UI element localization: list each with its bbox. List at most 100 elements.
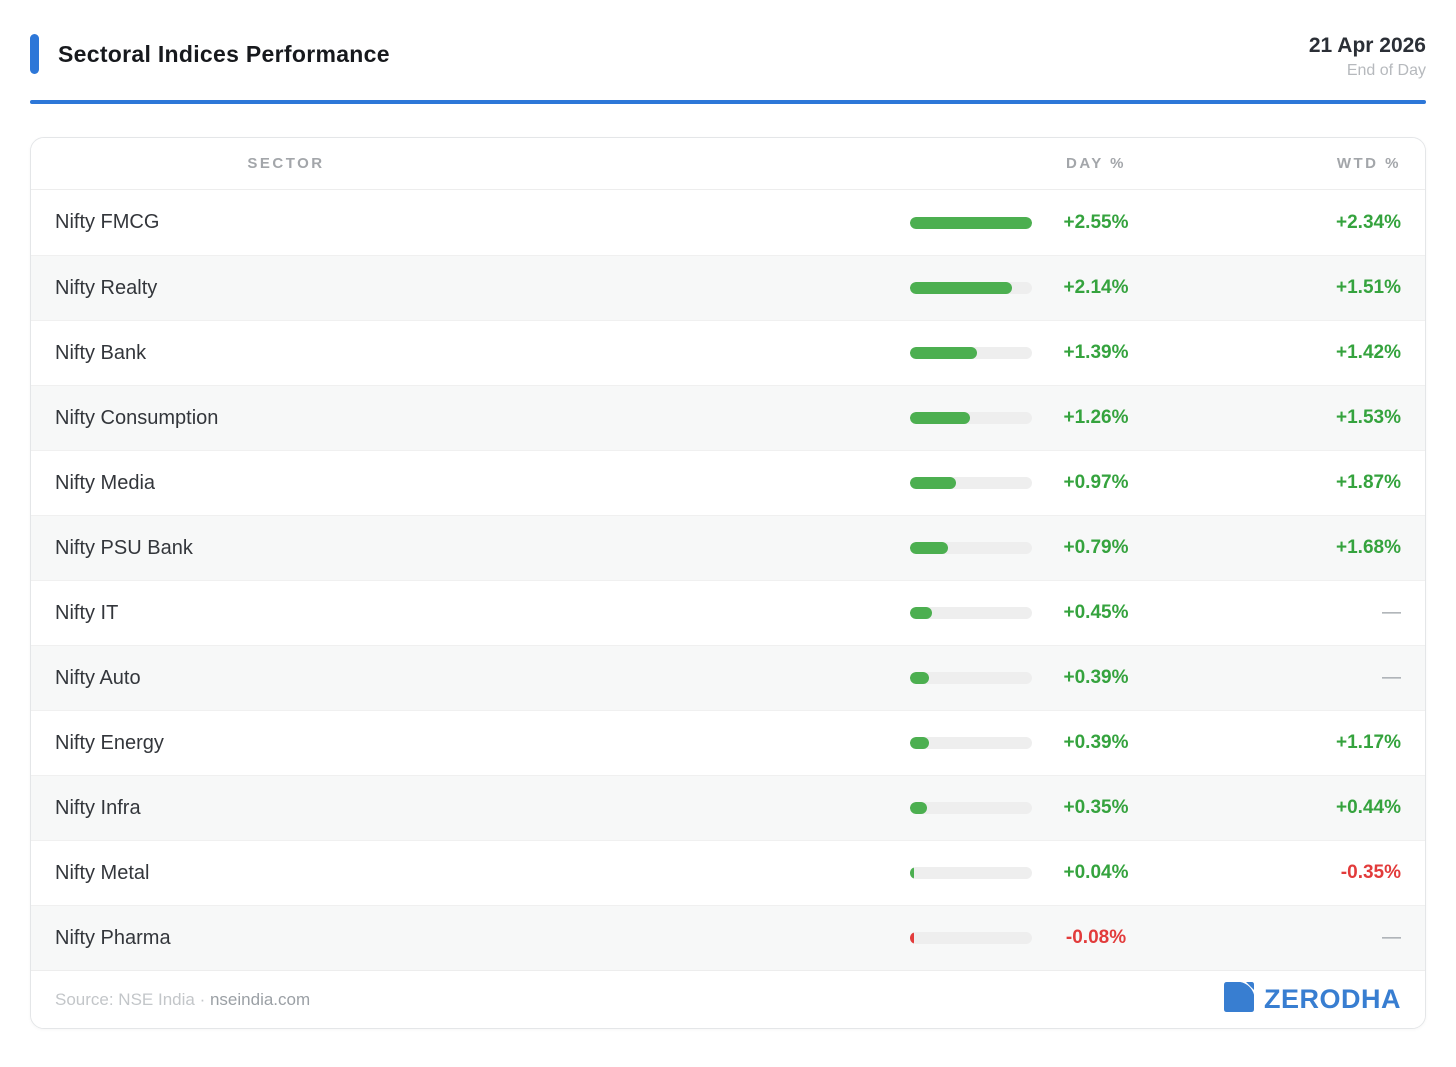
sector-label: Nifty FMCG [55, 211, 160, 233]
table-header-row: SECTOR DAY % WTD % [31, 138, 1425, 190]
source-note: Source: NSE India · nseindia.com [55, 990, 310, 1010]
table-row: Nifty Realty +2.14% +1.51% [31, 255, 1425, 320]
day-bar-cell [910, 607, 1032, 619]
title-accent-bar [30, 34, 39, 74]
day-bar-cell [910, 477, 1032, 489]
table-row: Nifty Bank +1.39% +1.42% [31, 320, 1425, 385]
day-value: +2.55% [1063, 211, 1129, 233]
report-date: 21 Apr 2026 [1308, 34, 1426, 57]
day-value: +0.39% [1063, 667, 1129, 688]
bar-fill [910, 802, 927, 814]
bar-track [910, 802, 1032, 814]
day-bar-cell [910, 282, 1032, 294]
sector-label: Nifty Consumption [55, 406, 219, 429]
day-bar-cell [910, 932, 1032, 944]
sector-label: Nifty Pharma [55, 926, 171, 949]
bar-fill [910, 477, 957, 489]
bar-fill [910, 607, 932, 619]
table-body: Nifty FMCG +2.55% +2.34% Nifty Realty +2… [31, 190, 1425, 970]
day-value: +0.79% [1063, 537, 1129, 558]
table-row: Nifty Metal +0.04% -0.35% [31, 840, 1425, 905]
bar-track [910, 282, 1032, 294]
bar-track [910, 607, 1032, 619]
brand-name: ZERODHA [1264, 984, 1401, 1014]
bar-fill [910, 347, 977, 359]
page-title: Sectoral Indices Performance [58, 40, 390, 67]
bar-fill [910, 216, 1032, 229]
day-bar-cell [910, 542, 1032, 554]
wtd-value: +2.34% [1336, 211, 1401, 233]
table-row: Nifty Energy +0.39% +1.17% [31, 710, 1425, 775]
bar-track [910, 932, 1032, 944]
table-row: Nifty FMCG +2.55% +2.34% [31, 190, 1425, 255]
wtd-value: +1.51% [1336, 277, 1401, 298]
day-value: +0.97% [1063, 472, 1129, 493]
sector-label: Nifty Media [55, 471, 156, 494]
sector-label: Nifty PSU Bank [55, 536, 193, 559]
bar-track [910, 347, 1032, 359]
day-bar-cell [910, 802, 1032, 814]
bar-track [910, 737, 1032, 749]
sector-label: Nifty Energy [55, 731, 164, 754]
table-row: Nifty Infra +0.35% +0.44% [31, 775, 1425, 840]
bar-fill [910, 737, 929, 749]
source-label: Source: NSE India · [55, 989, 210, 1009]
bar-fill [910, 672, 929, 684]
wtd-value: — [1382, 602, 1401, 623]
table-row: Nifty Media +0.97% +1.87% [31, 450, 1425, 515]
column-header-wtd: WTD % [1336, 155, 1401, 172]
bar-fill [910, 867, 914, 879]
bar-fill [910, 282, 1013, 294]
sector-label: Nifty Metal [55, 861, 150, 884]
table-row: Nifty Consumption +1.26% +1.53% [31, 385, 1425, 450]
day-bar-cell [910, 737, 1032, 749]
wtd-value: +0.44% [1336, 797, 1401, 818]
bar-track [910, 542, 1032, 554]
sector-label: Nifty Bank [55, 341, 147, 364]
page-header: Sectoral Indices Performance 21 Apr 2026… [30, 34, 1426, 80]
report-period: End of Day [1346, 62, 1426, 79]
day-bar-cell [910, 672, 1032, 684]
column-header-sector: SECTOR [247, 155, 325, 172]
day-value: +0.39% [1063, 732, 1129, 753]
source-link[interactable]: nseindia.com [209, 989, 311, 1009]
day-value: +1.39% [1063, 342, 1129, 363]
bar-fill [910, 412, 971, 424]
day-bar-cell [910, 867, 1032, 879]
day-bar-cell [910, 216, 1032, 229]
bar-track [910, 867, 1032, 879]
sector-table-card: SECTOR DAY % WTD % Nifty FMCG +2.55% +2.… [30, 137, 1426, 1029]
column-header-day: DAY % [1065, 155, 1127, 172]
zerodha-logo-icon [1224, 982, 1254, 1017]
day-value: +2.14% [1063, 277, 1129, 298]
wtd-value: +1.68% [1336, 537, 1401, 558]
wtd-value: — [1382, 667, 1401, 688]
day-value: -0.08% [1065, 927, 1127, 948]
bar-track [910, 672, 1032, 684]
table-row: Nifty Pharma -0.08% — [31, 905, 1425, 970]
sector-label: Nifty IT [55, 601, 119, 624]
table-row: Nifty IT +0.45% — [31, 580, 1425, 645]
wtd-value: — [1382, 927, 1401, 948]
brand-logo: ZERODHA [1224, 982, 1401, 1017]
day-value: +0.04% [1063, 862, 1129, 883]
bar-track [910, 216, 1032, 229]
sector-label: Nifty Infra [55, 796, 141, 819]
sector-label: Nifty Realty [55, 276, 158, 299]
bar-track [910, 477, 1032, 489]
wtd-value: +1.42% [1336, 342, 1401, 363]
table-row: Nifty Auto +0.39% — [31, 645, 1425, 710]
wtd-value: +1.17% [1336, 732, 1401, 753]
header-divider [30, 100, 1426, 104]
day-bar-cell [910, 347, 1032, 359]
bar-fill [910, 542, 948, 554]
wtd-value: -0.35% [1340, 862, 1401, 883]
table-row: Nifty PSU Bank +0.79% +1.68% [31, 515, 1425, 580]
day-value: +1.26% [1063, 407, 1129, 428]
table-footer: Source: NSE India · nseindia.com ZERODHA [31, 970, 1425, 1028]
day-bar-cell [910, 412, 1032, 424]
bar-fill [910, 932, 914, 944]
bar-track [910, 412, 1032, 424]
day-value: +0.45% [1063, 602, 1129, 623]
day-value: +0.35% [1063, 797, 1129, 818]
